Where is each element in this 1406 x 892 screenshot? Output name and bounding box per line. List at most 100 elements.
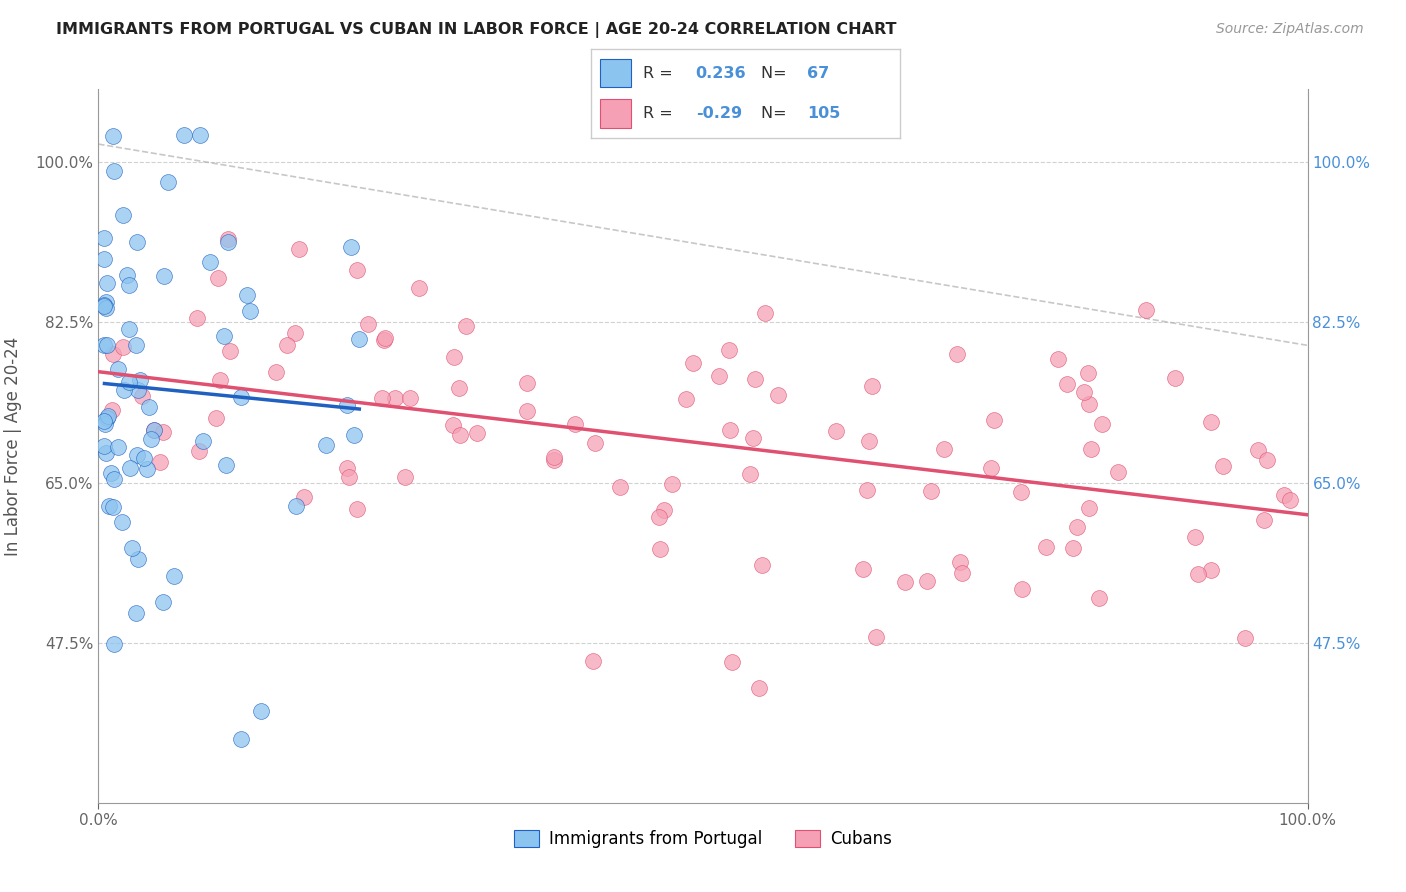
Text: 105: 105 (807, 106, 841, 120)
Point (229, 390, 252, 404)
Point (920, 484, 942, 499)
Point (980, 461, 1002, 475)
Point (157, 175, 180, 189)
Point (1187, 567, 1209, 582)
Point (1073, 384, 1095, 399)
Point (134, 451, 156, 466)
Point (516, 404, 538, 418)
Point (96, 338, 118, 352)
Point (1077, 366, 1099, 380)
Point (371, 392, 394, 406)
Point (103, 163, 125, 178)
Point (101, 500, 124, 514)
Point (751, 558, 773, 572)
Point (285, 500, 308, 514)
Point (118, 375, 141, 389)
Point (946, 346, 969, 360)
Point (215, 458, 238, 473)
Point (97, 409, 120, 423)
Text: IMMIGRANTS FROM PORTUGAL VS CUBAN IN LABOR FORCE | AGE 20-24 CORRELATION CHART: IMMIGRANTS FROM PORTUGAL VS CUBAN IN LAB… (56, 22, 897, 38)
Point (1010, 485, 1032, 500)
Text: R =: R = (643, 106, 678, 120)
Point (152, 269, 174, 284)
Point (1011, 582, 1033, 597)
Point (188, 128, 211, 142)
Point (754, 306, 776, 320)
Point (276, 338, 298, 352)
Point (118, 277, 141, 292)
Point (118, 461, 141, 475)
Point (1047, 351, 1070, 366)
Point (1199, 563, 1222, 577)
Point (208, 372, 231, 386)
Point (449, 428, 471, 442)
Bar (600, 99, 631, 128)
Point (235, 288, 257, 302)
Text: R =: R = (643, 66, 678, 80)
Point (96, 411, 118, 425)
Point (1135, 302, 1157, 317)
Point (219, 344, 242, 359)
Point (1088, 591, 1111, 606)
Point (858, 434, 880, 449)
Point (152, 594, 174, 608)
Point (198, 255, 221, 269)
Point (1091, 417, 1114, 432)
Point (143, 423, 166, 437)
Point (609, 480, 631, 494)
Point (94, 417, 117, 431)
Point (107, 361, 129, 376)
Point (682, 356, 704, 370)
Point (111, 209, 134, 223)
Point (288, 242, 311, 256)
Point (343, 428, 366, 442)
Point (101, 347, 124, 361)
Point (152, 425, 174, 440)
Point (103, 472, 125, 486)
Point (374, 331, 396, 345)
Point (1212, 459, 1234, 474)
Y-axis label: In Labor Force | Age 20-24: In Labor Force | Age 20-24 (4, 336, 21, 556)
Point (217, 232, 239, 246)
Point (934, 442, 956, 456)
Point (250, 704, 273, 718)
Point (1234, 631, 1257, 645)
Point (121, 541, 143, 556)
Point (856, 483, 879, 498)
Point (205, 410, 228, 425)
Point (1253, 513, 1275, 527)
Point (1080, 442, 1102, 456)
Point (1247, 443, 1270, 458)
Point (661, 476, 683, 491)
Point (740, 467, 762, 482)
Point (336, 398, 359, 412)
Point (207, 270, 229, 285)
Point (163, 569, 186, 583)
Point (709, 368, 731, 383)
Point (1062, 541, 1084, 556)
Legend: Immigrants from Portugal, Cubans: Immigrants from Portugal, Cubans (508, 823, 898, 855)
Point (128, 373, 150, 387)
Text: N=: N= (761, 66, 792, 80)
Point (111, 515, 134, 529)
Point (652, 503, 675, 517)
Text: N=: N= (761, 106, 792, 120)
Point (217, 235, 239, 250)
Point (93, 299, 115, 313)
Point (214, 328, 236, 343)
Point (191, 434, 214, 448)
Point (143, 423, 166, 437)
Point (97, 499, 120, 513)
Point (173, 128, 195, 142)
Point (1272, 488, 1295, 502)
Point (96, 277, 118, 291)
Point (583, 436, 606, 450)
Point (127, 552, 149, 566)
Point (117, 268, 139, 282)
Point (264, 365, 287, 379)
Point (101, 402, 124, 417)
Point (112, 340, 135, 354)
Point (229, 731, 252, 746)
Point (917, 574, 939, 588)
Point (582, 654, 605, 668)
